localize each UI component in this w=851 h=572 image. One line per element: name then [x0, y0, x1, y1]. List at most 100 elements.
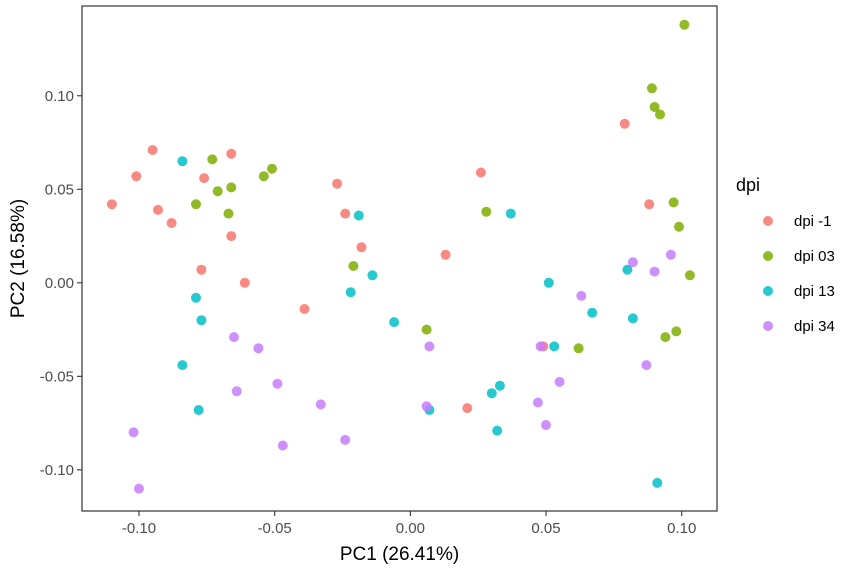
x-tick-label: 0.05: [531, 520, 560, 537]
data-point: [147, 145, 158, 155]
data-point: [671, 326, 682, 337]
data-point: [131, 171, 142, 182]
data-point: [177, 360, 188, 371]
data-point: [193, 405, 204, 415]
data-point: [668, 197, 679, 208]
data-point: [492, 425, 503, 436]
x-axis-title: PC1 (26.41%): [340, 544, 459, 565]
data-point: [660, 332, 671, 343]
data-point: [223, 208, 234, 219]
data-point: [128, 427, 139, 438]
y-tick-label: -0.10: [40, 462, 74, 479]
data-point: [684, 270, 695, 281]
data-point: [191, 292, 201, 303]
data-point: [494, 380, 505, 391]
data-point: [424, 341, 435, 352]
legend-label: dpi -1: [794, 213, 832, 230]
data-point: [196, 264, 207, 275]
data-point: [207, 154, 218, 165]
legend-key: [763, 251, 773, 261]
data-point: [576, 290, 587, 301]
data-point: [652, 477, 663, 488]
data-point: [535, 341, 546, 352]
data-point: [191, 199, 201, 210]
data-point: [299, 304, 310, 314]
data-point: [258, 171, 269, 182]
data-point: [649, 266, 660, 277]
legend-title: dpi: [736, 175, 760, 195]
data-point: [231, 386, 242, 397]
data-point: [573, 343, 584, 354]
data-point: [134, 483, 144, 494]
x-tick-label: -0.05: [258, 520, 292, 537]
data-point: [541, 420, 551, 430]
data-point: [505, 208, 516, 219]
data-point: [649, 102, 660, 112]
data-point: [332, 178, 343, 189]
data-point: [229, 332, 239, 343]
data-point: [486, 388, 497, 399]
legend-label: dpi 03: [794, 248, 835, 265]
data-point: [345, 287, 356, 298]
data-point: [353, 210, 364, 221]
data-point: [532, 397, 543, 408]
data-point: [665, 249, 676, 260]
data-point: [239, 277, 250, 288]
data-point: [106, 199, 117, 210]
y-axis-ticks: -0.10 -0.05 0.00 0.05 0.10: [40, 88, 82, 479]
data-point: [619, 118, 630, 129]
y-tick-label: 0.00: [45, 275, 74, 292]
y-axis-title: PC2 (16.58%): [8, 199, 29, 318]
data-point: [627, 257, 638, 268]
data-point: [356, 242, 367, 253]
x-axis-ticks: -0.10 -0.05 0.00 0.05 0.10: [122, 511, 696, 537]
data-point: [212, 186, 223, 197]
data-point: [253, 343, 264, 354]
data-point: [277, 440, 288, 451]
data-point: [627, 313, 638, 324]
data-point: [644, 199, 655, 210]
legend-label: dpi 34: [794, 318, 835, 335]
data-point: [440, 249, 451, 260]
data-point: [272, 378, 283, 389]
data-point: [549, 341, 560, 352]
data-point: [543, 277, 554, 288]
data-point: [199, 173, 210, 184]
data-point: [421, 324, 432, 335]
data-point: [340, 434, 351, 445]
data-point: [646, 83, 657, 94]
data-point: [389, 317, 400, 328]
data-point: [481, 206, 492, 217]
data-point: [641, 360, 652, 371]
legend-key: [763, 286, 773, 296]
data-point: [348, 261, 359, 271]
x-tick-label: 0.00: [396, 520, 425, 537]
data-point: [226, 182, 237, 193]
data-point: [367, 270, 378, 281]
data-point: [177, 156, 188, 167]
x-tick-label: -0.10: [122, 520, 156, 537]
data-point: [340, 208, 351, 219]
data-point: [554, 376, 565, 387]
legend-key: [763, 216, 773, 226]
data-point: [166, 218, 177, 228]
data-point: [679, 19, 690, 30]
legend: dpi dpi -1 dpi 03 dpi 13 dpi 34: [736, 175, 835, 335]
data-point: [226, 148, 237, 159]
data-point: [196, 315, 207, 326]
y-tick-label: -0.05: [40, 368, 74, 385]
plot-panel: [81, 5, 718, 512]
data-point: [587, 307, 598, 318]
data-point: [462, 403, 473, 414]
data-point: [622, 264, 633, 275]
legend-label: dpi 13: [794, 283, 835, 300]
y-tick-label: 0.05: [45, 181, 74, 198]
data-point: [674, 221, 684, 232]
data-points: [106, 19, 695, 494]
data-point: [267, 163, 277, 174]
data-point: [315, 399, 326, 410]
data-point: [421, 401, 432, 412]
x-tick-label: 0.10: [667, 520, 696, 537]
